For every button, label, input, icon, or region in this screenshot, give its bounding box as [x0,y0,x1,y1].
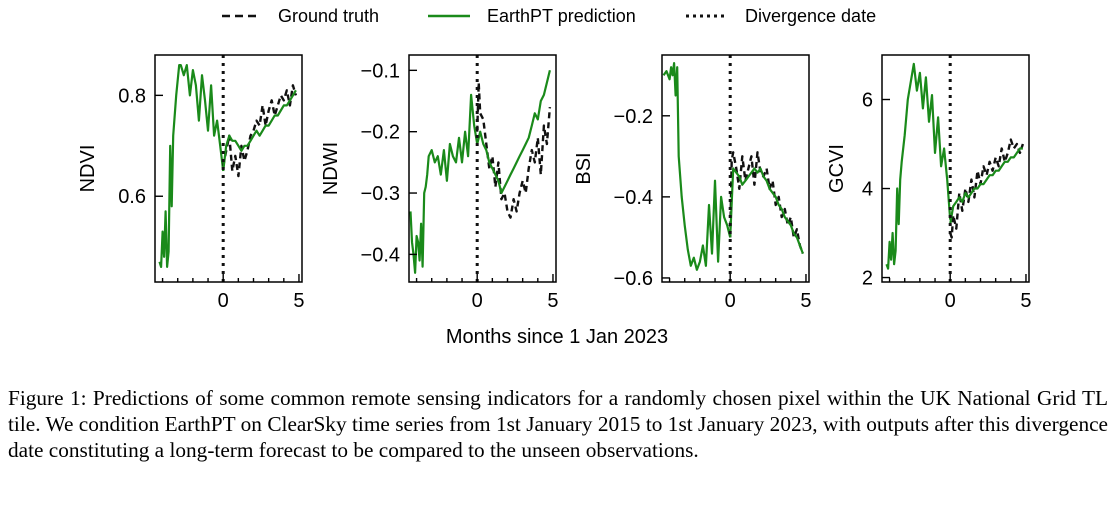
bsi-x-tick-label: 0 [725,290,736,312]
chart-panel-ndvi: 0 5 0.6 0.8 NDVI [77,54,305,312]
figure-caption: Figure 1: Predictions of some common rem… [8,386,1108,462]
bsi-observed-line [729,151,805,255]
gcvi-y-tick-label: 6 [862,90,873,112]
ndwi-y-tick-label: −0.1 [361,60,400,82]
legend-prediction-label: EarthPT prediction [487,6,636,26]
ndwi-y-tick-label: −0.4 [361,244,400,266]
bsi-y-tick-label: −0.2 [614,106,653,128]
legend-ground-truth-label: Ground truth [278,6,379,26]
ndwi-context-line [409,93,479,274]
gcvi-y-axis-label: GCVI [826,144,848,193]
ndwi-axes-frame [408,54,557,283]
bsi-context-line [662,61,732,271]
ndwi-forecast-line [476,70,551,195]
gcvi-x-tick-label: 5 [1020,290,1031,312]
ndvi-context-line [158,63,225,268]
legend-divergence-label: Divergence date [745,6,876,26]
shared-x-axis-label: Months since 1 Jan 2023 [446,326,668,348]
gcvi-forecast-line [949,147,1023,225]
ndwi-observed-line [476,81,552,219]
gcvi-observed-line [949,138,1025,239]
bsi-forecast-line [729,167,804,254]
bsi-axes-frame [661,54,810,283]
legend: Ground truth EarthPT prediction Divergen… [222,6,876,26]
ndvi-axes-frame [154,54,303,283]
ndvi-y-tick-label: 0.8 [118,85,146,107]
chart-panel-ndwi: 0 5 −0.4 −0.3 −0.2 −0.1 NDWI [320,54,559,312]
ndvi-forecast-line [222,89,297,172]
ndvi-x-tick-label: 5 [293,290,304,312]
chart-panel-bsi: 0 5 −0.6 −0.4 −0.2 BSI [573,54,812,312]
ndwi-y-tick-label: −0.3 [361,183,400,205]
bsi-y-axis-label: BSI [573,152,595,184]
gcvi-x-tick-label: 0 [945,290,956,312]
ndvi-y-tick-label: 0.6 [118,186,146,208]
gcvi-y-tick-label: 4 [862,179,873,201]
ndvi-observed-line [222,84,298,178]
ndwi-x-tick-label: 0 [472,290,483,312]
ndwi-y-tick-label: −0.2 [361,122,400,144]
bsi-x-tick-label: 5 [800,290,811,312]
ndvi-x-tick-label: 0 [218,290,229,312]
ndwi-y-axis-label: NDWI [320,142,342,195]
gcvi-y-tick-label: 2 [862,268,873,290]
bsi-y-tick-label: −0.4 [614,187,653,209]
ndvi-y-axis-label: NDVI [77,145,99,193]
bsi-y-tick-label: −0.6 [614,268,653,290]
chart-panel-gcvi: 0 5 2 4 6 GCVI [826,54,1032,312]
gcvi-context-line [885,62,952,270]
ndwi-x-tick-label: 5 [547,290,558,312]
gcvi-axes-frame [881,54,1030,283]
figure-1: Ground truth EarthPT prediction Divergen… [77,6,1032,348]
